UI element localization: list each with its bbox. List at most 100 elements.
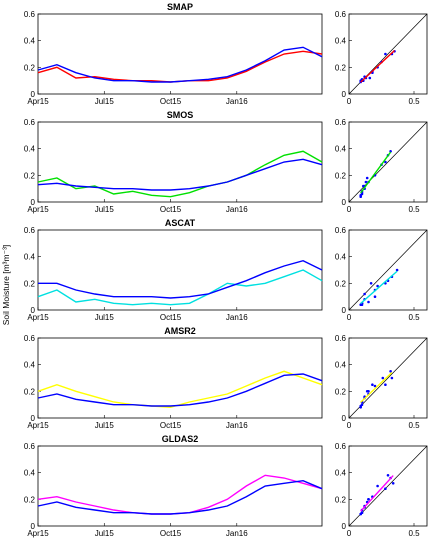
y-tick-label: 0.6 — [24, 442, 36, 451]
regression-line — [360, 371, 393, 403]
scatter-y-tick-label: 0.6 — [335, 334, 347, 343]
scatter-y-tick-label: 0.6 — [335, 226, 347, 235]
y-tick-label: 0.2 — [24, 63, 36, 72]
one-to-one-line — [348, 229, 428, 311]
x-tick-label: Oct15 — [160, 97, 182, 106]
x-tick-label: Jul15 — [95, 421, 115, 430]
reference-series-line — [37, 373, 323, 407]
time-series-axes — [37, 337, 323, 419]
scatter-y-tick-label: 0 — [342, 306, 347, 315]
scatter-axes — [348, 13, 428, 95]
x-tick-label: Apr15 — [27, 313, 49, 322]
x-tick-label: Jan16 — [226, 529, 248, 538]
x-tick-label: Oct15 — [160, 313, 182, 322]
regression-line — [360, 49, 395, 83]
scatter-axes — [348, 229, 428, 311]
x-tick-label: Jan16 — [226, 421, 248, 430]
x-tick-label: Oct15 — [160, 421, 182, 430]
scatter-point — [376, 284, 379, 288]
scatter-y-tick-label: 0.2 — [335, 495, 347, 504]
x-tick-label: Oct15 — [160, 529, 182, 538]
y-axis-label: Soil Moisture [m³m⁻³] — [1, 245, 11, 326]
scatter-y-tick-label: 0.4 — [335, 361, 347, 370]
reference-series-line — [37, 158, 323, 191]
regression-line — [360, 475, 394, 512]
x-tick-label: Jul15 — [95, 97, 115, 106]
y-tick-label: 0.2 — [24, 387, 36, 396]
y-tick-label: 0.6 — [24, 334, 36, 343]
scatter-axes — [348, 445, 428, 527]
panel-title: AMSR2 — [164, 326, 196, 336]
scatter-y-tick-label: 0.6 — [335, 118, 347, 127]
scatter-y-tick-label: 0.4 — [335, 469, 347, 478]
x-tick-label: Apr15 — [27, 421, 49, 430]
scatter-point — [384, 52, 387, 56]
scatter-point — [381, 376, 385, 380]
x-tick-label: Jul15 — [95, 529, 115, 538]
scatter-y-tick-label: 0.2 — [335, 171, 347, 180]
regression-line — [360, 270, 398, 304]
scatter-point — [390, 376, 394, 380]
reference-series-line — [37, 479, 323, 515]
scatter-x-tick-label: 0.5 — [408, 97, 420, 106]
scatter-point — [384, 160, 387, 164]
scatter-y-tick-label: 0.2 — [335, 279, 347, 288]
scatter-point — [386, 474, 390, 477]
scatter-point — [359, 195, 363, 198]
product-series-line — [37, 269, 323, 306]
panel-title: GLDAS2 — [162, 434, 199, 444]
scatter-point — [384, 487, 387, 491]
scatter-point — [389, 370, 392, 373]
scatter-x-tick-label: 0 — [347, 205, 352, 214]
scatter-point — [368, 76, 372, 80]
x-tick-label: Apr15 — [27, 205, 49, 214]
y-tick-label: 0.4 — [24, 37, 36, 46]
scatter-x-tick-label: 0 — [347, 313, 352, 322]
y-tick-label: 0.4 — [24, 253, 36, 262]
x-tick-label: Jan16 — [226, 97, 248, 106]
scatter-point — [384, 383, 387, 387]
x-tick-label: Jul15 — [95, 205, 115, 214]
scatter-point — [360, 511, 364, 514]
scatter-x-tick-label: 0.5 — [408, 421, 420, 430]
y-tick-label: 0.2 — [24, 495, 36, 504]
scatter-point — [395, 268, 399, 272]
scatter-point — [373, 384, 377, 388]
x-tick-label: Apr15 — [27, 529, 49, 538]
scatter-x-tick-label: 0 — [347, 421, 352, 430]
x-tick-label: Oct15 — [160, 205, 182, 214]
y-tick-label: 0 — [31, 198, 36, 207]
x-tick-label: Jul15 — [95, 313, 115, 322]
scatter-point — [376, 484, 379, 488]
y-tick-label: 0 — [31, 414, 36, 423]
scatter-axes — [348, 337, 428, 419]
scatter-y-tick-label: 0.6 — [335, 442, 347, 451]
scatter-x-tick-label: 0.5 — [408, 529, 420, 538]
scatter-y-tick-label: 0.2 — [335, 387, 347, 396]
scatter-point — [367, 498, 370, 501]
scatter-y-tick-label: 0 — [342, 414, 347, 423]
x-tick-label: Jan16 — [226, 313, 248, 322]
x-tick-label: Jan16 — [226, 205, 248, 214]
scatter-y-tick-label: 0 — [342, 90, 347, 99]
scatter-y-tick-label: 0.2 — [335, 63, 347, 72]
scatter-axes — [348, 121, 428, 203]
scatter-x-tick-label: 0.5 — [408, 313, 420, 322]
scatter-x-tick-label: 0.5 — [408, 205, 420, 214]
scatter-point — [367, 300, 370, 304]
scatter-y-tick-label: 0.6 — [335, 10, 347, 19]
scatter-y-tick-label: 0 — [342, 198, 347, 207]
scatter-point — [363, 292, 366, 296]
scatter-y-tick-label: 0.4 — [335, 37, 347, 46]
scatter-point — [364, 180, 368, 184]
time-series-axes — [37, 445, 323, 527]
y-tick-label: 0.4 — [24, 145, 36, 154]
y-tick-label: 0 — [31, 306, 36, 315]
scatter-point — [365, 176, 369, 180]
y-tick-label: 0.4 — [24, 469, 36, 478]
product-series-line — [37, 50, 323, 83]
scatter-point — [371, 383, 374, 387]
y-tick-label: 0.6 — [24, 10, 36, 19]
scatter-point — [373, 295, 377, 299]
scatter-x-tick-label: 0 — [347, 97, 352, 106]
